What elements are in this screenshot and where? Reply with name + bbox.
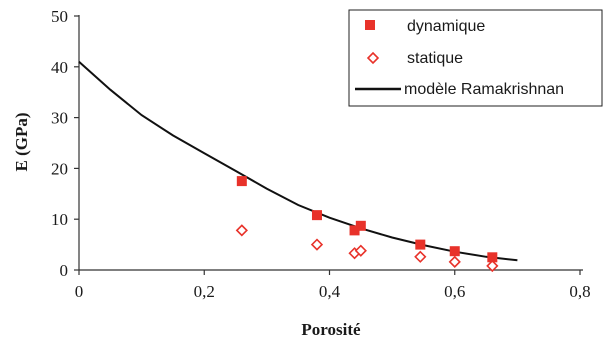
statique-point: [486, 259, 499, 273]
x-tick-label: 0,4: [319, 282, 341, 301]
x-tick-label: 0: [75, 282, 84, 301]
statique-point: [235, 224, 248, 237]
statique-point: [354, 244, 367, 257]
x-axis-ticks: 0 0,2 0,4 0,6 0,8: [75, 270, 591, 301]
plot-axes: [78, 15, 583, 271]
y-axis-ticks: 0 10 20 30 40 50: [51, 7, 79, 280]
dynamique-point: [487, 252, 498, 263]
legend: dynamique statique modèle Ramakrishnan: [348, 9, 603, 107]
x-tick-label: 0,2: [194, 282, 215, 301]
series-layer: [78, 60, 518, 273]
dynamique-point: [449, 246, 460, 257]
legend-statique-marker: [366, 51, 380, 65]
legend-dynamique-marker: [365, 20, 375, 30]
x-tick-label: 0,8: [569, 282, 590, 301]
x-axis-title: Porosité: [301, 320, 361, 339]
y-tick-label: 40: [51, 58, 68, 77]
x-tick-label: 0,6: [444, 282, 465, 301]
y-tick-label: 20: [51, 159, 68, 178]
statique-point: [310, 238, 324, 251]
dynamique-point: [349, 225, 360, 236]
y-tick-label: 10: [51, 210, 68, 229]
statique-point: [414, 250, 427, 263]
y-axis-title: E (GPa): [12, 112, 31, 171]
dynamique-point: [415, 239, 426, 250]
model-ramakrishnan-line: [78, 60, 518, 262]
y-tick-label: 0: [60, 261, 69, 280]
legend-dynamique-label: dynamique: [407, 18, 485, 35]
legend-model-label: modèle Ramakrishnan: [404, 81, 564, 98]
dynamique-point: [355, 220, 366, 231]
y-tick-label: 50: [51, 7, 68, 26]
dynamique-point: [311, 210, 322, 221]
legend-statique-label: statique: [407, 50, 463, 67]
statique-point: [448, 255, 461, 269]
dynamique-point: [236, 176, 247, 187]
y-tick-label: 30: [51, 109, 68, 128]
